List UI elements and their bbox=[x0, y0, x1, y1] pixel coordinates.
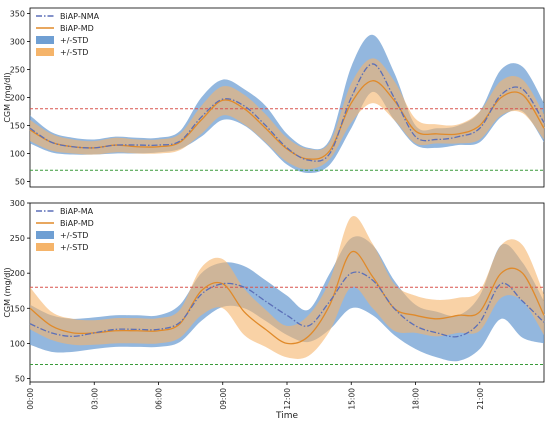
bottom-threshold-lines bbox=[30, 286, 544, 365]
y-tick-label: 100 bbox=[10, 339, 25, 348]
legend-label: BiAP-MD bbox=[60, 219, 94, 228]
y-tick-label: 300 bbox=[10, 199, 25, 208]
y-tick-label: 250 bbox=[10, 66, 25, 75]
legend-label: +/-STD bbox=[60, 36, 88, 45]
y-tick-label: 50 bbox=[15, 177, 25, 186]
legend-label: BiAP-MA bbox=[60, 207, 94, 216]
legend-label: +/-STD bbox=[60, 231, 88, 240]
top-threshold-lines bbox=[30, 108, 544, 171]
y-tick-label: 350 bbox=[10, 10, 25, 19]
legend-label: BiAP-MD bbox=[60, 24, 94, 33]
x-tick-label: 00:00 bbox=[26, 388, 35, 410]
bottom-mean-lines bbox=[29, 250, 545, 345]
y-tick-label: 250 bbox=[10, 234, 25, 243]
top-legend: BiAP-NMA BiAP-MD +/-STD +/-STD bbox=[36, 12, 100, 57]
y-tick-label: 100 bbox=[10, 149, 25, 158]
x-tick-label: 18:00 bbox=[412, 388, 421, 410]
top-panel: 50 100 150 200 250 300 350 CGM (mg/dl) BiAP-NM… bbox=[3, 7, 545, 188]
legend-band-swatch bbox=[36, 243, 54, 251]
y-tick-label: 200 bbox=[10, 94, 25, 103]
legend-label: +/-STD bbox=[60, 48, 88, 57]
x-tick-label: 03:00 bbox=[90, 388, 99, 410]
bottom-y-axis: 50 100 150 200 250 300 bbox=[10, 199, 30, 383]
legend-band-swatch bbox=[36, 48, 54, 56]
legend-band-swatch bbox=[36, 231, 54, 239]
series-line-primary bbox=[29, 271, 545, 338]
y-tick-label: 150 bbox=[10, 304, 25, 313]
y-tick-label: 150 bbox=[10, 121, 25, 130]
std-band-md bbox=[30, 58, 544, 170]
series-line-primary bbox=[29, 63, 545, 162]
series-line-md bbox=[29, 250, 545, 345]
y-tick-label: 300 bbox=[10, 38, 25, 47]
x-tick-label: 12:00 bbox=[283, 388, 292, 410]
x-tick-label: 06:00 bbox=[155, 388, 164, 410]
legend-band-swatch bbox=[36, 36, 54, 44]
bottom-std-bands bbox=[30, 215, 544, 362]
y-tick-label: 200 bbox=[10, 269, 25, 278]
x-tick-label: 15:00 bbox=[347, 388, 356, 410]
top-y-axis-label: CGM (mg/dl) bbox=[3, 72, 12, 122]
bottom-y-axis-label: CGM (mg/dl) bbox=[3, 267, 12, 317]
top-mean-lines bbox=[29, 63, 545, 162]
x-tick-label: 21:00 bbox=[476, 388, 485, 410]
bottom-legend: BiAP-MA BiAP-MD +/-STD +/-STD bbox=[36, 207, 94, 252]
std-band-md bbox=[30, 215, 544, 359]
top-y-axis: 50 100 150 200 250 300 350 bbox=[10, 10, 30, 186]
x-tick-label: 09:00 bbox=[219, 388, 228, 410]
y-tick-label: 50 bbox=[15, 374, 25, 383]
x-axis-label: Time bbox=[275, 411, 298, 421]
series-line-md bbox=[29, 80, 545, 160]
legend-label: +/-STD bbox=[60, 243, 88, 252]
top-std-bands bbox=[30, 34, 544, 174]
x-axis: 00:00 03:00 06:00 09:00 12:00 15:00 18:00 21:00 bbox=[26, 382, 485, 410]
legend-label: BiAP-NMA bbox=[60, 12, 100, 21]
